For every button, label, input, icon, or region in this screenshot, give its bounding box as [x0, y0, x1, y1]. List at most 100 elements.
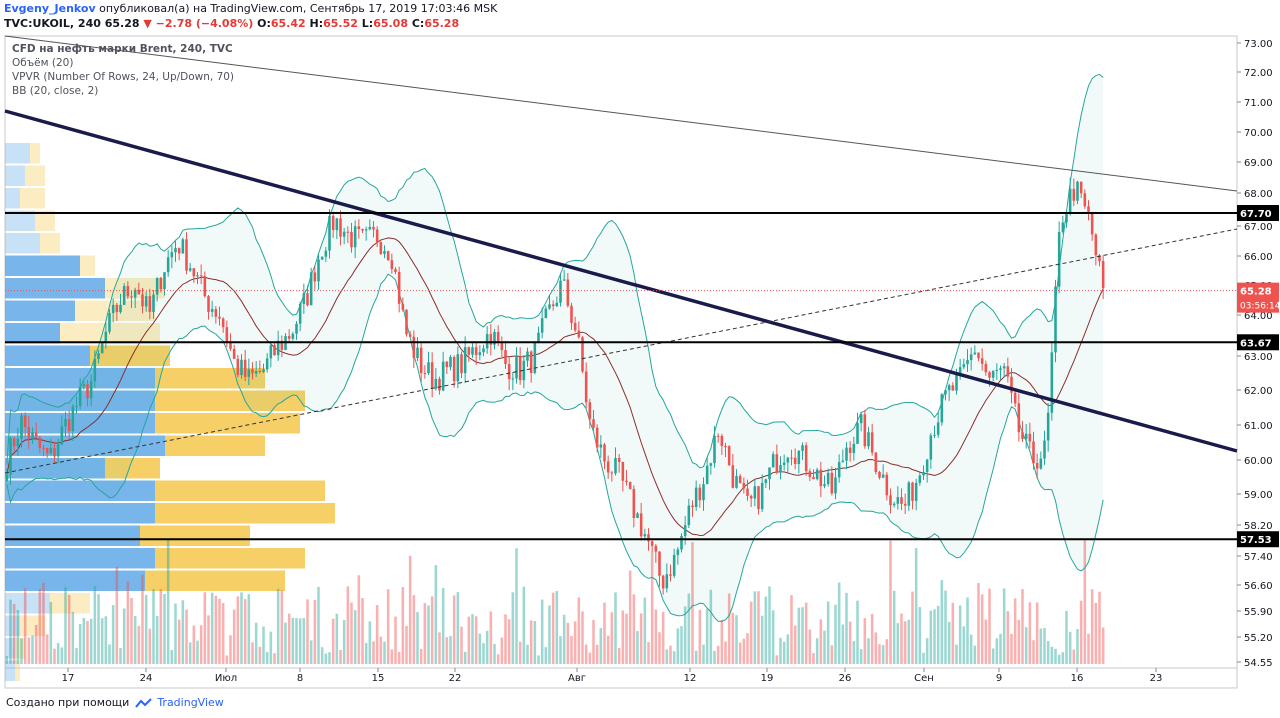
volume-bar	[460, 626, 463, 664]
candle-body	[148, 296, 152, 312]
volume-bar	[911, 591, 914, 664]
volume-bar	[287, 613, 291, 664]
volume-bar	[273, 653, 276, 664]
volume-bar	[592, 620, 595, 664]
candle-body	[713, 435, 716, 464]
author-link[interactable]: Evgeny_Jenkov	[4, 2, 96, 15]
volume-bar	[628, 570, 632, 664]
candle-body	[240, 359, 243, 376]
volume-bar	[757, 591, 760, 664]
volume-bar	[449, 636, 452, 664]
price-tick-label: 64.00	[1244, 311, 1273, 322]
candle-body	[232, 348, 236, 359]
volume-bar	[364, 643, 368, 664]
vp-row-up	[5, 278, 105, 299]
volume-bar	[786, 634, 790, 664]
volume-bar	[335, 613, 339, 664]
candle-body	[177, 248, 181, 254]
candle-body	[20, 415, 23, 439]
legend-bb[interactable]: BB (20, close, 2)	[12, 85, 99, 97]
volume-bar	[412, 595, 416, 664]
volume-bar	[647, 642, 650, 664]
brand-link[interactable]: TradingView	[157, 696, 224, 709]
candle-body	[214, 309, 218, 317]
volume-bar	[456, 592, 460, 664]
volume-bar	[804, 602, 808, 664]
candle-body	[702, 484, 705, 501]
vp-row-up	[5, 593, 50, 614]
candle-body	[815, 469, 819, 480]
candle-body	[606, 461, 610, 473]
candle-body	[1010, 376, 1013, 393]
volume-bar	[658, 632, 661, 664]
price-tick-label: 72.00	[1244, 68, 1273, 79]
volume-bar	[405, 625, 408, 664]
candle-body	[753, 486, 757, 499]
vp-row-down	[155, 480, 325, 501]
candle-body	[973, 352, 977, 355]
candle-body	[9, 437, 12, 475]
volume-bar	[82, 617, 86, 664]
candle-body	[1024, 433, 1028, 440]
candle-body	[845, 447, 848, 461]
last-price-label: 65.28	[1240, 287, 1272, 298]
candle-body	[49, 447, 53, 454]
candle-body	[357, 226, 361, 229]
candle-body	[280, 340, 284, 350]
volume-bar	[214, 595, 218, 664]
volume-bar	[991, 648, 995, 664]
candle-body	[947, 385, 951, 391]
volume-bar	[749, 601, 753, 664]
candle-body	[390, 260, 394, 270]
volume-bar	[606, 635, 610, 664]
candle-body	[383, 251, 386, 254]
candle-body	[75, 405, 78, 407]
volume-bar	[999, 633, 1002, 664]
vp-row-down	[155, 390, 305, 411]
volume-bar	[1046, 641, 1050, 664]
candle-body	[573, 322, 577, 331]
candle-body	[834, 477, 837, 494]
candle-body	[265, 358, 269, 370]
candle-body	[515, 356, 518, 379]
candle-body	[988, 372, 991, 378]
legend-volume[interactable]: Объём (20)	[12, 57, 74, 69]
candle-body	[625, 480, 628, 483]
candle-body	[823, 484, 826, 487]
candle-body	[900, 497, 903, 504]
candle-body	[1054, 286, 1057, 353]
candle-body	[306, 293, 309, 306]
legend-vpvr[interactable]: VPVR (Number Of Rows, 24, Up/Down, 70)	[12, 71, 235, 83]
volume-bar	[507, 619, 511, 664]
volume-bar	[232, 609, 236, 664]
candle-body	[221, 318, 225, 328]
candle-body	[562, 279, 566, 281]
candle-body	[856, 423, 859, 444]
volume-bar	[423, 603, 427, 664]
legend-title: CFD на нефть марки Brent, 240, TVC	[12, 43, 233, 55]
symbol: TVC:UKOIL, 240	[4, 17, 101, 30]
volume-bar	[27, 637, 31, 664]
candle-body	[720, 435, 724, 447]
time-axis: 17 24 Июл 8 15 22 Авг 12 19 26 Сен 9 16 23	[62, 668, 1162, 684]
volume-bar	[683, 606, 687, 664]
volume-bar	[834, 604, 837, 664]
candle-body	[804, 445, 808, 472]
volume-bar	[977, 582, 980, 664]
candle-body	[936, 422, 940, 435]
footer: Создано при помощи TradingView	[6, 696, 224, 709]
time-tick-label: Авг	[568, 673, 586, 684]
candle-body	[940, 394, 944, 423]
vp-row-up	[5, 525, 140, 546]
candle-body	[793, 457, 797, 465]
candle-body	[716, 435, 720, 437]
candle-body	[738, 476, 742, 483]
candle-body	[812, 476, 815, 480]
candle-body	[460, 354, 463, 374]
candle-body	[511, 378, 515, 380]
volume-bar	[566, 622, 570, 664]
volume-bar	[254, 622, 258, 664]
volume-bar	[240, 592, 243, 664]
candle-body	[56, 444, 60, 457]
